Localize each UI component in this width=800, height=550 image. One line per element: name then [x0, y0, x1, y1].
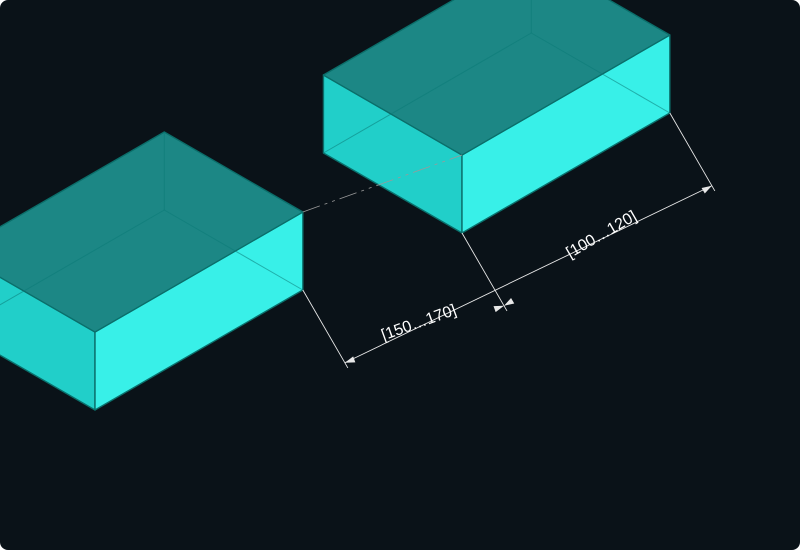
cad-isometric-scene: [150…170][100…120]	[0, 0, 800, 550]
